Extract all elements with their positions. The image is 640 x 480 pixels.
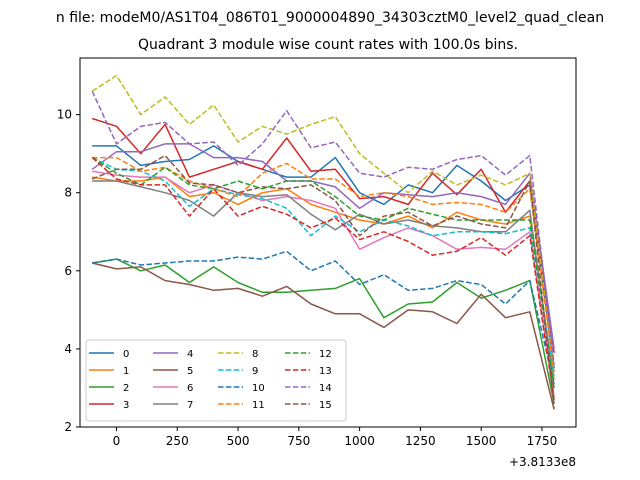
y-tick-label: 10 — [57, 108, 72, 122]
legend-label-0: 0 — [123, 349, 129, 360]
series-line-8 — [91, 74, 555, 373]
legend-label-8: 8 — [252, 349, 258, 360]
series-line-5 — [92, 262, 555, 410]
legend-label-5: 5 — [187, 366, 193, 377]
legend-label-13: 13 — [319, 366, 332, 377]
y-tick-label: 8 — [64, 186, 72, 200]
x-tick-label: 1500 — [466, 434, 497, 448]
series-line-0 — [92, 145, 555, 369]
x-tick-label: 1000 — [344, 434, 375, 448]
x-tick-label: 0 — [113, 434, 121, 448]
y-axis: 2 4 6 8 10 — [57, 108, 80, 434]
x-offset-label: +3.8133e8 — [509, 455, 576, 469]
series-line-14 — [91, 90, 555, 365]
legend-label-12: 12 — [319, 349, 332, 360]
y-tick-label: 2 — [64, 420, 72, 434]
x-tick-label: 1250 — [405, 434, 436, 448]
series-line-10 — [92, 250, 555, 385]
x-tick-label: 750 — [287, 434, 310, 448]
series-line-12 — [91, 156, 555, 389]
x-tick-label: 250 — [166, 434, 189, 448]
series-layer — [91, 74, 555, 410]
x-axis: 0 250 500 750 1000 1250 1500 1750 — [113, 427, 558, 448]
legend-frame — [85, 339, 347, 422]
legend-label-9: 9 — [252, 366, 258, 377]
legend-label-14: 14 — [319, 383, 332, 394]
legend-label-2: 2 — [123, 383, 129, 394]
series-line-15 — [91, 154, 555, 408]
legend-label-10: 10 — [252, 383, 265, 394]
y-tick-label: 6 — [64, 264, 72, 278]
legend-label-11: 11 — [252, 400, 265, 411]
series-line-4 — [91, 143, 555, 350]
series-line-9 — [91, 156, 555, 377]
legend-label-15: 15 — [319, 400, 332, 411]
series-line-3 — [91, 117, 555, 353]
x-tick-label: 1750 — [527, 434, 558, 448]
series-line-13 — [91, 157, 555, 400]
chart-title: Quadrant 3 module wise count rates with … — [138, 37, 518, 53]
legend-label-6: 6 — [187, 383, 193, 394]
chart-suptitle: n file: modeM0/AS1T04_086T01_9000004890_… — [56, 10, 604, 26]
x-tick-label: 500 — [227, 434, 250, 448]
legend-label-1: 1 — [123, 366, 129, 377]
legend-label-7: 7 — [187, 400, 193, 411]
series-line-2 — [92, 258, 555, 404]
y-tick-label: 4 — [64, 342, 72, 356]
series-line-6 — [92, 170, 555, 396]
plot-frame — [79, 57, 577, 428]
legend-label-3: 3 — [123, 400, 129, 411]
legend-label-4: 4 — [187, 349, 193, 360]
